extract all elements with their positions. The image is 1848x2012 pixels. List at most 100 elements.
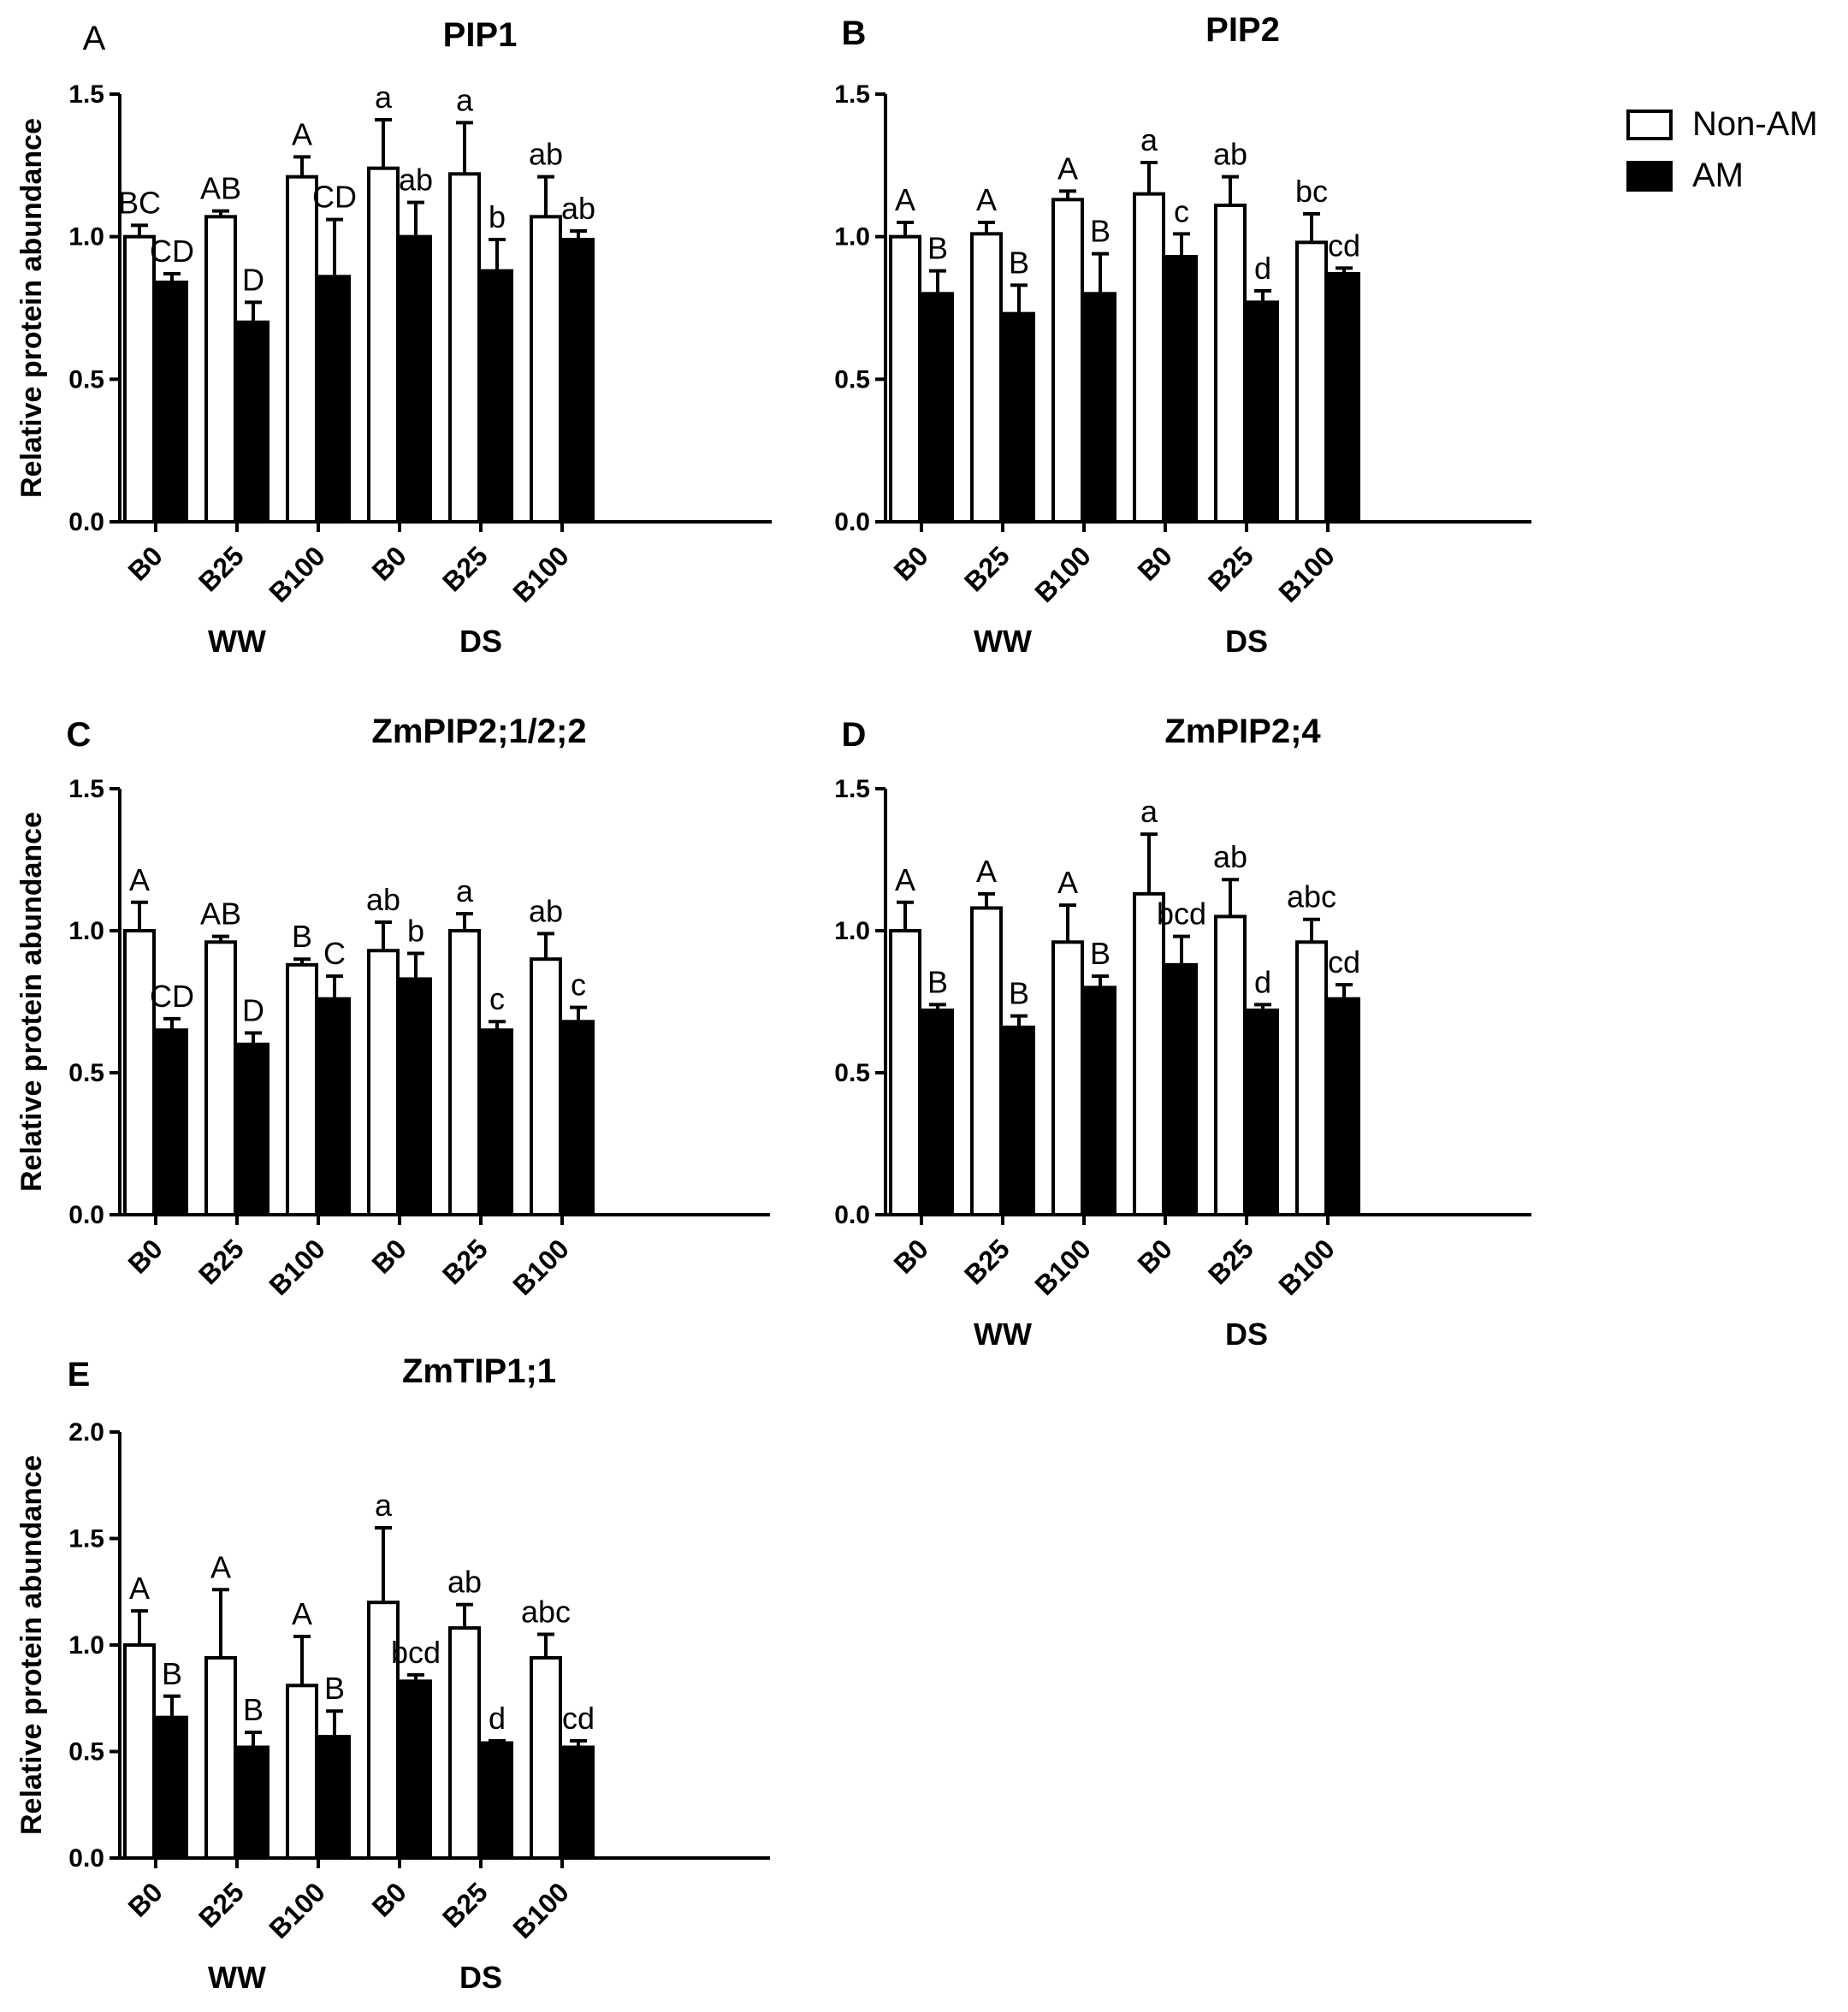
y-axis-label: Relative protein abundance [15, 1455, 48, 1835]
panel-A: A PIP1 Relative protein abundance 0.0 0.5 1.0… [15, 16, 772, 659]
bar-am [1247, 300, 1279, 524]
significance-label: b [489, 199, 506, 234]
significance-label: c [571, 968, 586, 1003]
panel-letter: E [68, 1356, 91, 1394]
x-tick-label: B100 [263, 540, 331, 608]
significance-label: d [1254, 964, 1271, 999]
y-tick-label: 0.0 [68, 508, 104, 536]
bar-non-am [367, 949, 400, 1216]
bar-am [156, 281, 188, 524]
bar-am [562, 1020, 595, 1216]
panel-title: PIP2 [1205, 11, 1280, 49]
x-tick-label: B0 [366, 1876, 412, 1922]
x-tick-label: B100 [506, 540, 575, 608]
y-axis-label: Relative protein abundance [15, 118, 48, 498]
y-tick-label: 1.0 [834, 917, 870, 945]
significance-label: BC [118, 185, 161, 220]
bar-non-am [889, 929, 921, 1216]
bar-am [400, 234, 432, 524]
significance-label: B [927, 231, 948, 266]
panel-D: D ZmPIP2;40.00.51.01.5ABB0ABB25ABB100abcd… [834, 713, 1531, 1352]
legend-label-am: AM [1692, 157, 1744, 194]
y-tick-label: 0.5 [68, 1738, 104, 1766]
bar-am [1084, 292, 1116, 524]
significance-label: AB [200, 171, 241, 206]
significance-label: ab [529, 893, 563, 928]
significance-label: B [1009, 976, 1029, 1011]
y-tick-label: 1.5 [68, 1525, 104, 1553]
significance-label: cd [562, 1701, 595, 1736]
y-tick-label: 0.0 [834, 508, 870, 536]
y-tick-label: 1.0 [834, 223, 870, 252]
significance-label: A [1057, 151, 1078, 186]
y-tick-label: 1.0 [68, 1631, 104, 1660]
bar-am [481, 1741, 513, 1861]
bar-non-am [1051, 940, 1084, 1217]
bar-non-am [970, 906, 1003, 1216]
significance-label: d [489, 1701, 506, 1736]
x-tick-label: B0 [1132, 540, 1178, 586]
bar-non-am [970, 232, 1003, 524]
y-tick-label: 0.0 [68, 1844, 104, 1873]
bar-am [237, 1745, 270, 1861]
bar-non-am [1214, 914, 1247, 1217]
group-label: WW [208, 1960, 266, 1995]
bar-non-am [367, 166, 400, 524]
significance-label: a [375, 1488, 393, 1523]
group-label: DS [459, 1960, 502, 1995]
y-tick-label: 2.0 [68, 1418, 104, 1447]
significance-label: abc [521, 1595, 571, 1630]
x-tick-label: B25 [1202, 1233, 1259, 1290]
legend-swatch-non-am [1626, 109, 1673, 140]
bar-non-am [204, 215, 237, 524]
x-tick-label: B25 [436, 540, 494, 597]
y-axis-label: Relative protein abundance [15, 812, 48, 1192]
significance-label: cd [1328, 944, 1360, 979]
significance-label: A [292, 1596, 312, 1631]
y-tick-label: 0.0 [68, 1201, 104, 1229]
y-tick-label: 1.0 [68, 917, 104, 945]
bar-non-am [1214, 204, 1247, 524]
x-tick-label: B0 [122, 1876, 169, 1922]
x-tick-label: B25 [958, 1233, 1016, 1290]
bar-non-am [1133, 891, 1165, 1216]
significance-label: ab [529, 137, 563, 172]
significance-label: ab [447, 1565, 482, 1600]
panel-letter: A [83, 20, 106, 57]
group-label: WW [208, 624, 266, 659]
bar-non-am [123, 1643, 156, 1860]
bar-am [1003, 1025, 1035, 1216]
bar-am [400, 977, 432, 1216]
significance-label: a [1140, 794, 1158, 829]
panel-title: ZmPIP2;1/2;2 [371, 713, 586, 750]
significance-label: abc [1287, 879, 1336, 914]
significance-label: CD [150, 234, 194, 269]
y-tick-label: 1.5 [68, 80, 104, 109]
bar-am [400, 1679, 432, 1860]
significance-label: A [129, 1571, 150, 1606]
significance-label: C [323, 936, 346, 971]
group-label: DS [459, 624, 502, 659]
x-tick-label: B25 [1202, 540, 1259, 597]
bar-non-am [1133, 192, 1165, 524]
bar-am [156, 1028, 188, 1216]
bar-am [1328, 272, 1360, 524]
x-tick-label: B100 [1272, 540, 1341, 608]
legend-label-non-am: Non-AM [1692, 105, 1818, 143]
x-tick-label: B25 [436, 1233, 494, 1290]
panel-E: E ZmTIP1;1 Relative protein abundance 0.0 0.… [15, 1352, 770, 1995]
bar-non-am [1295, 940, 1328, 1217]
bar-am [562, 1745, 595, 1861]
significance-label: c [489, 981, 505, 1016]
significance-label: B [1090, 936, 1111, 971]
x-tick-label: B25 [436, 1876, 494, 1933]
y-tick-label: 0.5 [68, 365, 104, 394]
bar-non-am [448, 172, 481, 524]
bar-am [1165, 962, 1198, 1216]
significance-label: A [129, 862, 150, 897]
group-label: DS [1225, 1317, 1268, 1352]
significance-label: B [162, 1656, 182, 1691]
bar-am [1003, 311, 1035, 524]
panel-title: ZmTIP1;1 [402, 1352, 556, 1390]
bar-non-am [123, 929, 156, 1216]
